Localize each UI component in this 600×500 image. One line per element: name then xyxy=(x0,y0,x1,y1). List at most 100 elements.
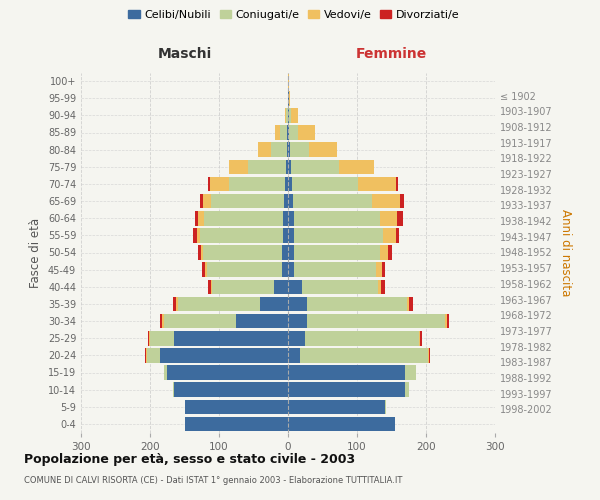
Bar xyxy=(406,382,409,397)
Bar xyxy=(284,194,288,208)
Bar xyxy=(407,296,409,311)
Bar xyxy=(382,262,385,277)
Bar xyxy=(288,74,289,88)
Bar xyxy=(288,416,395,431)
Bar xyxy=(284,108,286,122)
Bar xyxy=(212,280,274,294)
Bar xyxy=(248,160,286,174)
Bar xyxy=(167,365,288,380)
Bar xyxy=(378,280,381,294)
Bar xyxy=(380,211,397,226)
Bar xyxy=(400,194,404,208)
Bar xyxy=(419,331,421,345)
Bar xyxy=(203,245,283,260)
Bar xyxy=(293,228,383,242)
Bar xyxy=(283,211,288,226)
Bar xyxy=(164,365,167,380)
Bar xyxy=(257,142,271,157)
Bar xyxy=(288,314,307,328)
Bar xyxy=(293,211,380,226)
Bar xyxy=(200,228,283,242)
Bar xyxy=(149,331,150,345)
Bar xyxy=(287,142,288,157)
Bar xyxy=(406,365,416,380)
Bar xyxy=(286,108,288,122)
Bar xyxy=(395,176,398,191)
Bar xyxy=(288,262,293,277)
Bar xyxy=(163,314,164,328)
Bar xyxy=(185,416,288,431)
Bar xyxy=(200,194,203,208)
Bar xyxy=(275,125,280,140)
Bar xyxy=(203,194,211,208)
Bar xyxy=(160,348,288,362)
Bar xyxy=(293,245,380,260)
Text: Femmine: Femmine xyxy=(356,46,427,60)
Bar xyxy=(145,348,146,362)
Bar xyxy=(291,160,339,174)
Bar xyxy=(301,348,428,362)
Bar xyxy=(283,262,288,277)
Bar xyxy=(288,160,291,174)
Bar xyxy=(211,280,212,294)
Bar xyxy=(307,314,445,328)
Bar xyxy=(409,296,413,311)
Bar xyxy=(288,245,293,260)
Bar xyxy=(197,245,201,260)
Bar xyxy=(288,280,302,294)
Bar xyxy=(204,211,283,226)
Bar xyxy=(305,331,419,345)
Bar xyxy=(395,228,399,242)
Bar xyxy=(447,314,449,328)
Bar xyxy=(428,348,430,362)
Bar xyxy=(339,160,374,174)
Bar xyxy=(229,176,284,191)
Bar xyxy=(288,365,406,380)
Bar xyxy=(260,296,288,311)
Bar xyxy=(383,228,395,242)
Bar xyxy=(358,176,395,191)
Bar xyxy=(397,211,403,226)
Bar xyxy=(236,314,288,328)
Bar xyxy=(148,331,149,345)
Bar xyxy=(293,262,376,277)
Bar xyxy=(372,194,400,208)
Bar xyxy=(173,296,176,311)
Bar xyxy=(271,142,287,157)
Bar xyxy=(288,108,289,122)
Text: Maschi: Maschi xyxy=(157,46,212,60)
Bar xyxy=(293,194,372,208)
Bar xyxy=(229,160,248,174)
Bar xyxy=(376,262,382,277)
Bar xyxy=(380,245,388,260)
Bar xyxy=(174,331,288,345)
Bar xyxy=(150,331,174,345)
Bar xyxy=(176,296,178,311)
Bar xyxy=(202,262,205,277)
Bar xyxy=(381,280,385,294)
Text: Popolazione per età, sesso e stato civile - 2003: Popolazione per età, sesso e stato civil… xyxy=(24,452,355,466)
Bar xyxy=(291,108,298,122)
Bar xyxy=(421,331,422,345)
Bar xyxy=(164,314,236,328)
Bar xyxy=(286,160,288,174)
Bar xyxy=(160,314,163,328)
Bar xyxy=(288,91,289,106)
Bar xyxy=(283,245,288,260)
Bar xyxy=(288,125,289,140)
Bar xyxy=(302,280,378,294)
Bar xyxy=(211,194,284,208)
Bar xyxy=(310,142,337,157)
Bar xyxy=(146,348,160,362)
Bar xyxy=(185,400,288,414)
Bar xyxy=(288,176,292,191)
Bar xyxy=(178,296,260,311)
Y-axis label: Anni di nascita: Anni di nascita xyxy=(559,209,572,296)
Bar xyxy=(206,262,283,277)
Bar xyxy=(288,400,385,414)
Bar xyxy=(195,211,198,226)
Bar xyxy=(208,280,211,294)
Bar xyxy=(280,125,287,140)
Text: COMUNE DI CALVI RISORTA (CE) - Dati ISTAT 1° gennaio 2003 - Elaborazione TUTTITA: COMUNE DI CALVI RISORTA (CE) - Dati ISTA… xyxy=(24,476,403,485)
Bar xyxy=(385,400,386,414)
